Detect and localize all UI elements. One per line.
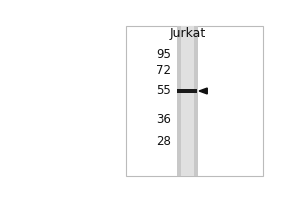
Text: 55: 55 [156,84,171,97]
Text: Jurkat: Jurkat [169,27,206,40]
Bar [177,89,197,93]
Bar [126,26,263,176]
Bar [181,26,194,176]
Text: 36: 36 [156,113,171,126]
Text: 72: 72 [156,64,171,77]
Polygon shape [199,88,207,94]
Text: 28: 28 [156,135,171,148]
Text: 95: 95 [156,48,171,61]
Bar [177,26,198,176]
